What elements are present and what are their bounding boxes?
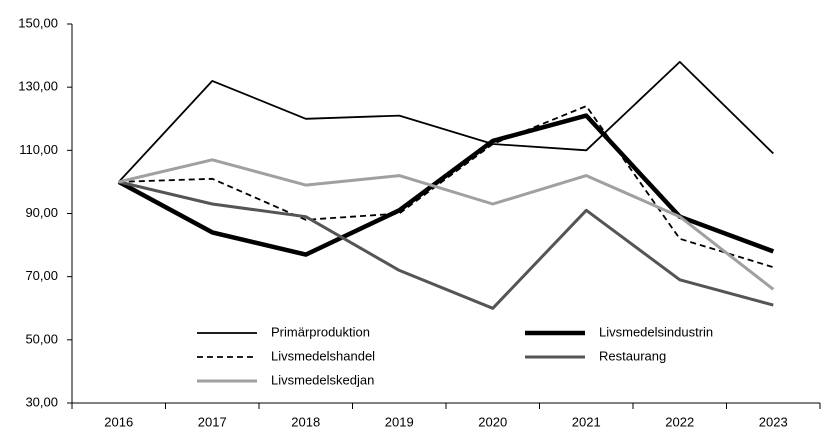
y-tick-label: 90,00 <box>25 205 58 220</box>
y-tick-label: 130,00 <box>18 79 58 94</box>
x-tick-label: 2016 <box>104 414 133 429</box>
series-line <box>118 61 774 183</box>
x-tick-label: 2018 <box>291 414 320 429</box>
series-line <box>117 113 775 257</box>
legend-label: Livsmedelskedjan <box>271 372 374 387</box>
y-tick-label: 150,00 <box>18 15 58 30</box>
x-tick-label: 2017 <box>198 414 227 429</box>
legend-label: Livsmedelshandel <box>271 348 375 363</box>
series-line <box>118 105 774 269</box>
y-tick-label: 30,00 <box>25 394 58 409</box>
series-line <box>118 180 774 310</box>
series-line <box>118 158 775 291</box>
legend-label: Restaurang <box>599 348 666 363</box>
x-tick-label: 2023 <box>759 414 788 429</box>
legend-label: Primärproduktion <box>271 324 370 339</box>
x-tick-label: 2020 <box>478 414 507 429</box>
y-tick-label: 70,00 <box>25 268 58 283</box>
y-tick-label: 110,00 <box>19 142 58 157</box>
x-tick-label: 2021 <box>572 414 601 429</box>
y-tick-label: 50,00 <box>25 331 58 346</box>
x-tick-label: 2022 <box>665 414 694 429</box>
legend-label: Livsmedelsindustrin <box>599 324 713 339</box>
x-tick-label: 2019 <box>385 414 414 429</box>
